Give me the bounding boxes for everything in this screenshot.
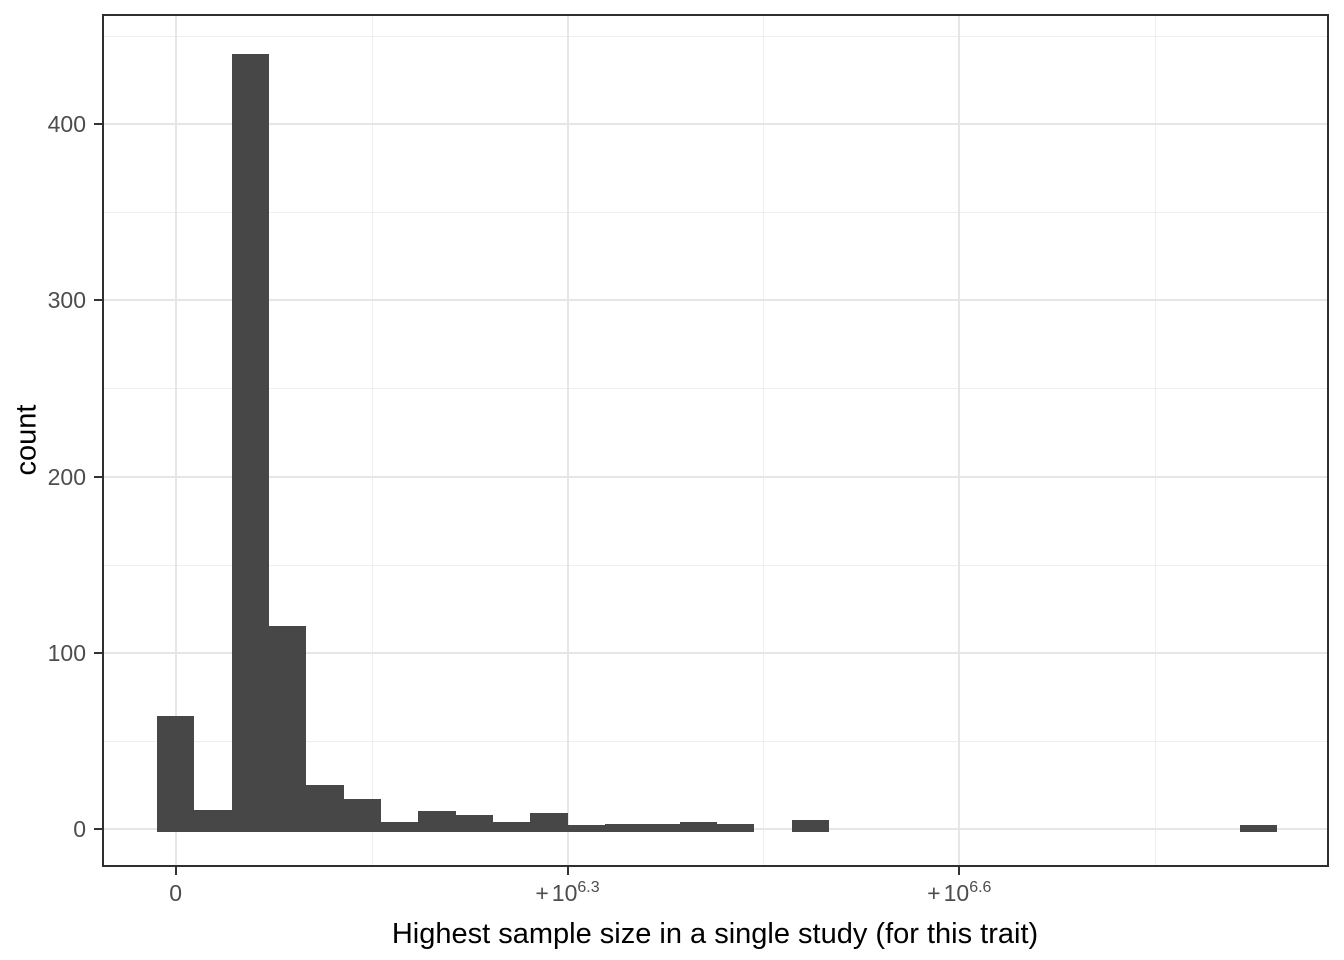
histogram-bar [530, 813, 568, 832]
minor-gridline-vertical [763, 16, 765, 865]
major-gridline-horizontal [104, 123, 1327, 125]
y-axis-tick [94, 475, 102, 478]
x-axis-title: Highest sample size in a single study (f… [391, 918, 1039, 950]
y-axis-tick [94, 123, 102, 125]
major-gridline-vertical [174, 16, 177, 865]
minor-gridline-horizontal [104, 740, 1327, 742]
histogram-bar [679, 821, 717, 832]
histogram-bar [791, 820, 829, 832]
histogram-bar [455, 814, 493, 832]
minor-gridline-vertical [1155, 16, 1157, 865]
major-gridline-horizontal [104, 651, 1327, 654]
x-axis-tick [566, 867, 569, 875]
minor-gridline-vertical [371, 16, 373, 865]
y-tick-label: 400 [47, 111, 86, 137]
x-tick-label-base: 10 [943, 880, 970, 906]
major-gridline-vertical [958, 16, 961, 865]
y-axis-tick [94, 651, 102, 654]
minor-gridline-horizontal [104, 212, 1327, 214]
y-tick-label: 200 [47, 463, 86, 490]
x-axis-tick [174, 867, 177, 875]
x-tick-label: 0 [169, 879, 182, 907]
y-tick-label: 300 [47, 287, 86, 314]
x-tick-label: +106.6 [927, 879, 991, 907]
histogram-bar [268, 626, 307, 832]
x-tick-label-exponent: 6.6 [969, 879, 992, 896]
minor-gridline-horizontal [104, 35, 1327, 37]
histogram-bar [343, 799, 381, 832]
histogram-bar [604, 823, 643, 832]
y-tick-label: 100 [47, 639, 86, 666]
y-axis-tick [94, 299, 102, 302]
histogram-bar [157, 716, 195, 832]
x-tick-label-base: 0 [169, 880, 183, 906]
x-tick-label-prefix: + [927, 880, 941, 906]
histogram-bar [380, 821, 419, 832]
major-gridline-horizontal [104, 299, 1327, 302]
x-tick-label: +106.3 [535, 879, 599, 907]
histogram-bar [194, 809, 232, 832]
histogram-bar [716, 823, 755, 832]
y-axis-tick [94, 828, 102, 830]
plot-panel [102, 14, 1329, 867]
x-tick-label-base: 10 [551, 880, 578, 906]
y-tick-label: 0 [73, 816, 86, 842]
histogram-bar [1239, 825, 1277, 832]
minor-gridline-horizontal [104, 388, 1327, 390]
histogram-bar [642, 823, 680, 832]
minor-gridline-horizontal [104, 564, 1327, 566]
major-gridline-vertical [566, 16, 569, 865]
histogram-bar [567, 825, 605, 832]
x-tick-label-exponent: 6.3 [577, 879, 600, 896]
histogram-bar [231, 53, 269, 832]
histogram-bar [418, 811, 456, 832]
x-tick-label-prefix: + [535, 880, 549, 906]
histogram-bar [306, 784, 344, 832]
major-gridline-horizontal [104, 475, 1327, 478]
histogram-bar [492, 821, 531, 832]
x-axis-tick [958, 867, 961, 875]
